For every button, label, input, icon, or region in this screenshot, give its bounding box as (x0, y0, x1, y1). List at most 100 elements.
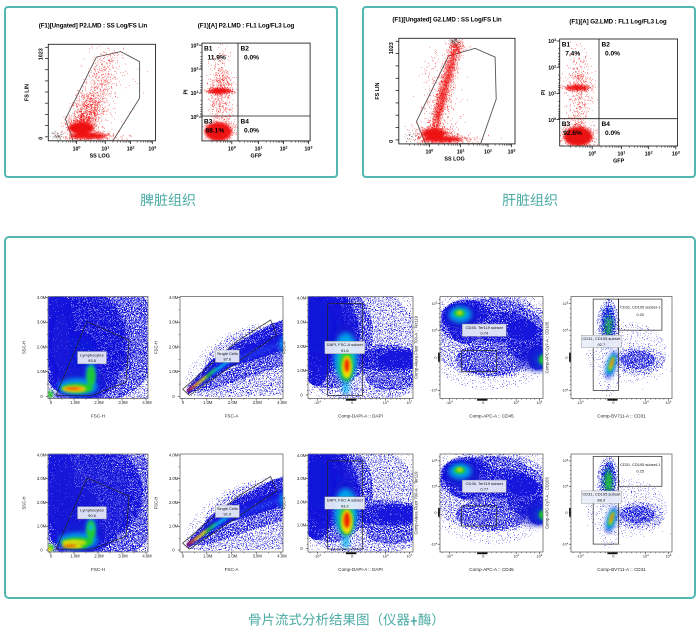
svg-text:DAPI, FSC-A subset: DAPI, FSC-A subset (327, 342, 364, 347)
svg-text:4.0M: 4.0M (297, 295, 307, 300)
svg-text:B1: B1 (204, 46, 213, 53)
svg-text:CD31, CD105 subset: CD31, CD105 subset (582, 492, 621, 497)
svg-text:0: 0 (40, 394, 43, 399)
svg-text:Lymphocytes: Lymphocytes (80, 352, 103, 357)
svg-text:106: 106 (536, 553, 542, 558)
svg-text:103: 103 (148, 145, 156, 152)
svg-text:102: 102 (548, 64, 556, 71)
svg-text:FSC-H: FSC-H (91, 567, 105, 572)
svg-text:4.0M: 4.0M (297, 453, 307, 458)
svg-text:CD31, CD105 subset-1: CD31, CD105 subset-1 (620, 305, 660, 310)
svg-text:0: 0 (300, 392, 303, 397)
svg-text:FSC-H: FSC-H (154, 497, 159, 510)
svg-text:3.0M: 3.0M (297, 320, 307, 325)
svg-text:B3: B3 (562, 121, 571, 128)
svg-text:88.9: 88.9 (597, 498, 606, 503)
svg-text:1.0M: 1.0M (203, 554, 213, 559)
svg-text:102: 102 (191, 66, 199, 73)
svg-text:92.6%: 92.6% (563, 130, 582, 137)
svg-text:B3: B3 (204, 118, 213, 125)
svg-text:105: 105 (432, 458, 438, 463)
svg-text:FSC-H: FSC-H (154, 341, 159, 354)
svg-text:FS LIN: FS LIN (375, 82, 381, 99)
svg-text:1.0M: 1.0M (203, 400, 213, 405)
svg-text:103: 103 (305, 145, 313, 152)
svg-text:-104: -104 (446, 400, 454, 405)
svg-text:Comp-BV711-A :: CD31: Comp-BV711-A :: CD31 (597, 414, 646, 419)
svg-text:104: 104 (563, 483, 569, 488)
svg-text:2.0M: 2.0M (297, 499, 307, 504)
svg-text:GFP: GFP (613, 159, 624, 165)
svg-text:FSC-A: FSC-A (282, 341, 287, 354)
svg-text:-104: -104 (314, 400, 322, 405)
svg-text:CD45, Ter119 subset: CD45, Ter119 subset (466, 481, 504, 486)
svg-text:0.0%: 0.0% (244, 127, 259, 134)
svg-text:-104: -104 (577, 400, 585, 405)
svg-text:1.0M: 1.0M (70, 400, 80, 405)
svg-text:0: 0 (300, 546, 303, 551)
svg-text:Comp-Alexa Fluor 700-A :: Ter1: Comp-Alexa Fluor 700-A :: Ter119 (414, 315, 419, 379)
svg-text:(F1)[Ungated] P2.LMD : SS Log/: (F1)[Ungated] P2.LMD : SS Log/FS Lin (39, 23, 148, 30)
svg-text:Comp-APC-Cy7-A :: CD105: Comp-APC-Cy7-A :: CD105 (545, 477, 550, 529)
svg-text:3.0M: 3.0M (169, 476, 179, 481)
svg-text:3.0M: 3.0M (118, 400, 128, 405)
svg-text:106: 106 (666, 553, 672, 558)
svg-text:102: 102 (645, 151, 653, 158)
svg-text:0: 0 (40, 547, 43, 552)
svg-text:4.0M: 4.0M (277, 554, 287, 559)
svg-text:2.0M: 2.0M (37, 344, 47, 349)
svg-text:93.8: 93.8 (88, 358, 97, 363)
svg-text:-104: -104 (430, 541, 437, 546)
svg-text:106: 106 (536, 400, 542, 405)
svg-text:Comp-APC-A :: CD45: Comp-APC-A :: CD45 (469, 414, 514, 419)
svg-text:PI: PI (541, 89, 547, 95)
svg-text:104: 104 (432, 483, 438, 488)
svg-text:93.2: 93.2 (341, 503, 350, 508)
svg-text:1.0M: 1.0M (169, 369, 179, 374)
svg-text:101: 101 (457, 148, 465, 155)
svg-text:(F1)[Ungated] G2.LMD : SS Log/: (F1)[Ungated] G2.LMD : SS Log/FS Lin (392, 17, 501, 24)
svg-text:(F1)[A] P2.LMD : FL1 Log/FL3 L: (F1)[A] P2.LMD : FL1 Log/FL3 Log (198, 23, 295, 30)
svg-text:4.0M: 4.0M (169, 295, 179, 300)
svg-text:-104: -104 (577, 553, 585, 558)
svg-text:2.0M: 2.0M (169, 344, 179, 349)
svg-text:2.0M: 2.0M (169, 500, 179, 505)
svg-text:FSC-A: FSC-A (225, 567, 240, 572)
svg-text:3.0M: 3.0M (37, 476, 47, 481)
svg-text:0.0%: 0.0% (244, 55, 259, 62)
svg-text:B1: B1 (562, 42, 571, 49)
svg-text:100: 100 (73, 145, 81, 152)
svg-text:101: 101 (101, 145, 109, 152)
svg-text:103: 103 (672, 151, 680, 158)
svg-text:0: 0 (172, 394, 175, 399)
svg-text:92.7: 92.7 (597, 342, 606, 347)
svg-text:-104: -104 (446, 553, 454, 558)
svg-text:1.0M: 1.0M (70, 554, 80, 559)
svg-text:Single Cells: Single Cells (217, 351, 238, 356)
svg-text:DAPI, FSC-A subset: DAPI, FSC-A subset (327, 498, 364, 503)
svg-text:SSC-H: SSC-H (22, 341, 27, 354)
svg-text:11.9%: 11.9% (208, 55, 226, 62)
svg-text:FSC-A: FSC-A (282, 497, 287, 510)
svg-text:4.0M: 4.0M (37, 295, 47, 300)
svg-text:2.0M: 2.0M (297, 344, 307, 349)
svg-text:0.74: 0.74 (480, 331, 489, 336)
svg-text:104: 104 (432, 327, 438, 332)
svg-text:102: 102 (484, 148, 492, 155)
svg-text:CD45, Ter119 subset: CD45, Ter119 subset (466, 325, 504, 330)
svg-text:FSC-A: FSC-A (225, 414, 240, 419)
svg-text:7.4%: 7.4% (565, 51, 580, 58)
svg-text:0: 0 (612, 400, 615, 405)
svg-text:101: 101 (548, 91, 556, 98)
svg-text:SS LOG: SS LOG (444, 156, 464, 162)
svg-text:3.0M: 3.0M (297, 476, 307, 481)
svg-text:3.0M: 3.0M (118, 554, 128, 559)
svg-text:2.0M: 2.0M (228, 400, 238, 405)
svg-text:CD31, CD105 subset-1: CD31, CD105 subset-1 (620, 462, 660, 467)
svg-text:2.0M: 2.0M (94, 554, 104, 559)
svg-text:0.20: 0.20 (636, 312, 644, 317)
svg-text:0: 0 (612, 554, 615, 559)
svg-text:104: 104 (643, 400, 649, 405)
svg-text:87.6: 87.6 (223, 357, 232, 362)
svg-text:103: 103 (191, 42, 199, 49)
